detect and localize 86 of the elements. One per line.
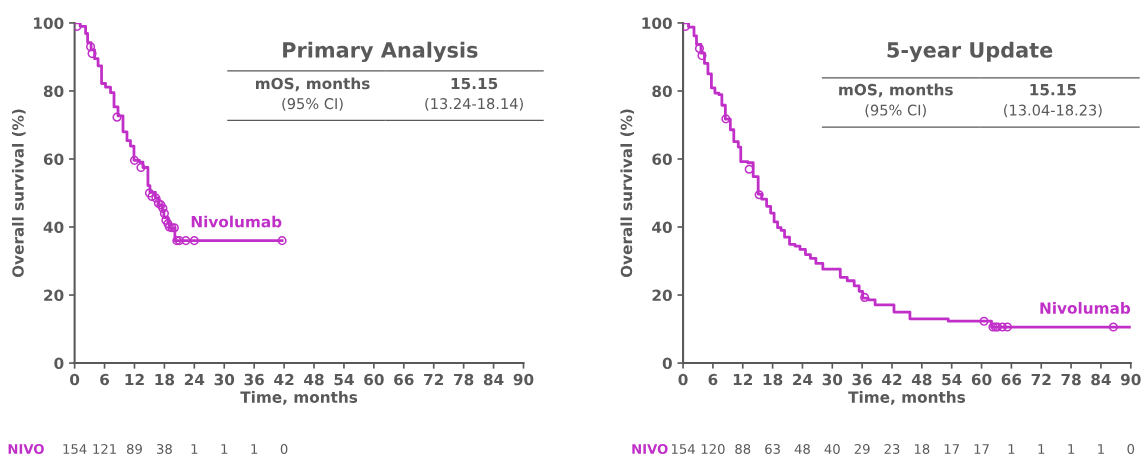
x-tick-label: 12 [733,373,753,386]
y-axis-title: Overall survival (%) [620,109,635,278]
text: 0 [280,443,288,454]
text: 40 [824,443,840,454]
text: 29 [854,443,870,454]
text: 88 [735,443,751,454]
text: 1 [221,444,228,454]
text: 154 [63,444,87,454]
y-axis-title: Overall survival (%) [11,109,26,278]
x-tick-label: 90 [1120,373,1141,386]
text: 1 [191,444,198,454]
x-tick-label: 54 [942,373,962,386]
x-tick-label: 84 [483,373,504,386]
x-tick-label: 54 [334,373,354,386]
y-tick-label: 100 [34,17,64,29]
series-label: Nivolumab [1040,302,1131,314]
annotation: (95% CI) [282,97,343,111]
annotation: mOS, months [839,83,953,98]
y-tick-label: 80 [43,85,64,97]
x-tick-label: 18 [763,373,783,386]
x-tick-label: 0 [678,373,688,386]
x-tick-label: 60 [971,373,992,386]
text: 5-year Update [887,41,1053,63]
text: 48 [794,443,810,454]
text: 121 [93,443,116,454]
annotation: (13.04-18.23) [1004,104,1102,118]
x-axis-title: Time, months [240,391,358,405]
y-tick-label: 20 [44,289,64,302]
text: 1 [1068,444,1075,454]
x-tick-label: 66 [394,373,414,386]
y-tick-label: 60 [652,153,672,166]
y-tick-label: 20 [652,289,672,302]
text: 38 [157,443,172,454]
y-tick-label: 0 [54,357,64,370]
text: 120 [701,443,725,454]
annotation: (13.24-18.14) [425,97,523,111]
text: 1 [1098,444,1104,454]
x-tick-label: 30 [822,373,843,386]
x-tick-label: 12 [125,373,144,386]
x-tick-label: 84 [1091,373,1111,386]
text: 23 [884,443,900,454]
x-tick-label: 18 [155,373,175,386]
y-tick-label: 40 [43,221,64,234]
x-axis-title: Time, months [848,391,966,405]
x-tick-label: 72 [1031,373,1051,386]
text: 1 [251,444,258,454]
x-tick-label: 78 [454,373,474,386]
text: NIVO [632,443,668,454]
x-tick-label: 6 [100,373,110,386]
y-tick-label: 60 [43,153,64,166]
annotation: (95% CI) [865,104,926,118]
y-tick-label: 40 [652,221,672,234]
y-tick-label: 100 [642,17,672,29]
text: 1 [1008,444,1015,454]
x-tick-label: 30 [214,373,235,386]
text: Primary Analysis [283,41,478,63]
text: NIVO [8,443,44,454]
y-tick-label: 0 [662,357,672,370]
x-tick-label: 0 [70,373,80,386]
annotation: 15.15 [451,77,498,90]
x-tick-label: 90 [513,373,534,386]
text: 17 [944,444,959,454]
x-tick-label: 60 [364,373,384,386]
x-tick-label: 6 [708,373,718,386]
y-tick-label: 80 [652,85,672,97]
x-tick-label: 72 [424,373,444,386]
text: 89 [126,443,142,454]
x-tick-label: 42 [274,373,294,386]
text: 18 [914,443,930,454]
annotation: mOS, months [255,77,370,92]
x-tick-label: 36 [244,373,264,386]
text: 17 [974,444,989,454]
x-tick-label: 24 [184,373,205,386]
series-label: Nivolumab [191,215,282,228]
text: 0 [1127,443,1135,454]
text: 1 [1038,444,1045,454]
x-tick-label: 78 [1061,373,1081,386]
annotation: 15.15 [1030,84,1076,96]
x-tick-label: 48 [911,373,932,386]
x-tick-label: 48 [304,373,324,386]
x-tick-label: 42 [882,373,902,386]
text: 154 [671,444,695,454]
x-tick-label: 66 [1001,373,1022,386]
text: 63 [765,443,780,454]
x-tick-label: 36 [852,373,872,386]
x-tick-label: 24 [793,373,813,386]
